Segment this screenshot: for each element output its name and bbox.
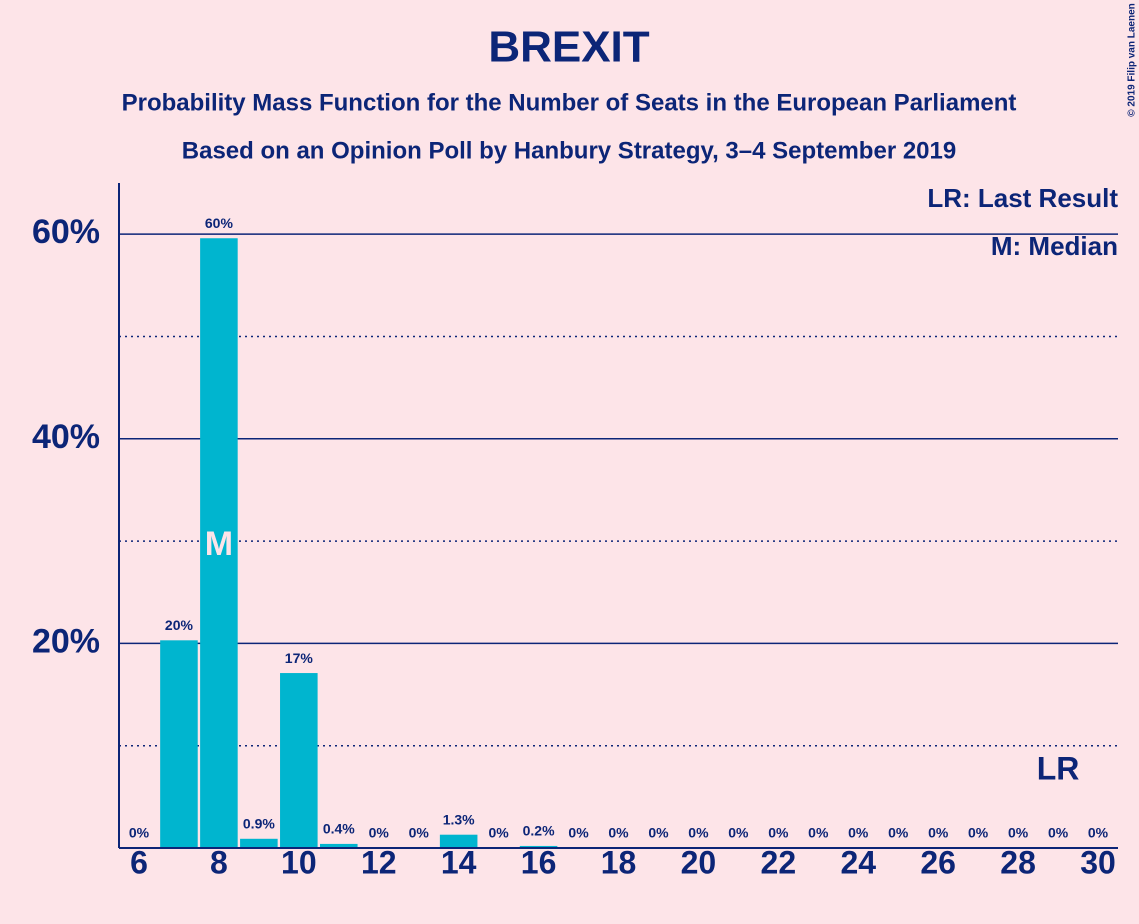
y-tick-label: 40% [32, 418, 100, 456]
value-label: 0% [409, 825, 430, 841]
copyright: © 2019 Filip van Laenen [1127, 3, 1138, 117]
value-label: 0% [768, 825, 789, 841]
last-result-marker: LR [1037, 750, 1080, 786]
value-label: 0% [808, 825, 829, 841]
bar [240, 838, 278, 848]
bar [519, 845, 558, 848]
value-label: 0% [728, 825, 749, 841]
value-label: 0% [928, 825, 949, 841]
value-label: 0.9% [243, 815, 275, 831]
value-label: 0% [608, 825, 629, 841]
value-label: 60% [205, 215, 234, 231]
value-label: 0% [848, 825, 869, 841]
value-label: 0.2% [523, 823, 555, 839]
x-tick-label: 10 [281, 844, 317, 880]
value-label: 0% [1088, 825, 1109, 841]
x-tick-label: 30 [1080, 844, 1116, 880]
bar [200, 238, 238, 848]
value-label: 0% [1008, 825, 1029, 841]
value-label: 0% [369, 825, 390, 841]
x-tick-label: 20 [681, 844, 717, 880]
x-tick-label: 22 [761, 844, 797, 880]
y-tick-label: 60% [32, 213, 100, 251]
x-tick-label: 8 [210, 844, 228, 880]
value-label: 0% [1048, 825, 1069, 841]
median-marker: M [205, 525, 233, 563]
bar [319, 843, 358, 848]
value-label: 0.4% [323, 821, 355, 837]
x-tick-label: 24 [840, 844, 876, 880]
subtitle: Probability Mass Function for the Number… [122, 89, 1017, 116]
value-label: 0% [648, 825, 669, 841]
value-label: 0% [129, 825, 150, 841]
value-label: 0% [489, 825, 510, 841]
x-tick-label: 26 [920, 844, 956, 880]
bar [280, 673, 318, 848]
subtitle: Based on an Opinion Poll by Hanbury Stra… [182, 137, 956, 164]
legend-entry: LR: Last Result [927, 183, 1118, 213]
x-tick-label: 16 [521, 844, 557, 880]
value-label: 0% [888, 825, 909, 841]
value-label: 17% [285, 650, 314, 666]
x-tick-label: 18 [601, 844, 637, 880]
x-tick-label: 28 [1000, 844, 1036, 880]
value-label: 0% [568, 825, 589, 841]
bar [439, 834, 478, 848]
legend-entry: M: Median [991, 231, 1118, 261]
chart-title: BREXIT [488, 23, 649, 72]
bar [160, 640, 198, 848]
value-label: 0% [968, 825, 989, 841]
value-label: 0% [688, 825, 709, 841]
x-tick-label: 12 [361, 844, 397, 880]
y-tick-label: 20% [32, 622, 100, 660]
value-label: 1.3% [443, 811, 475, 827]
x-tick-label: 14 [441, 844, 477, 880]
value-label: 20% [165, 617, 194, 633]
x-tick-label: 6 [130, 844, 148, 880]
